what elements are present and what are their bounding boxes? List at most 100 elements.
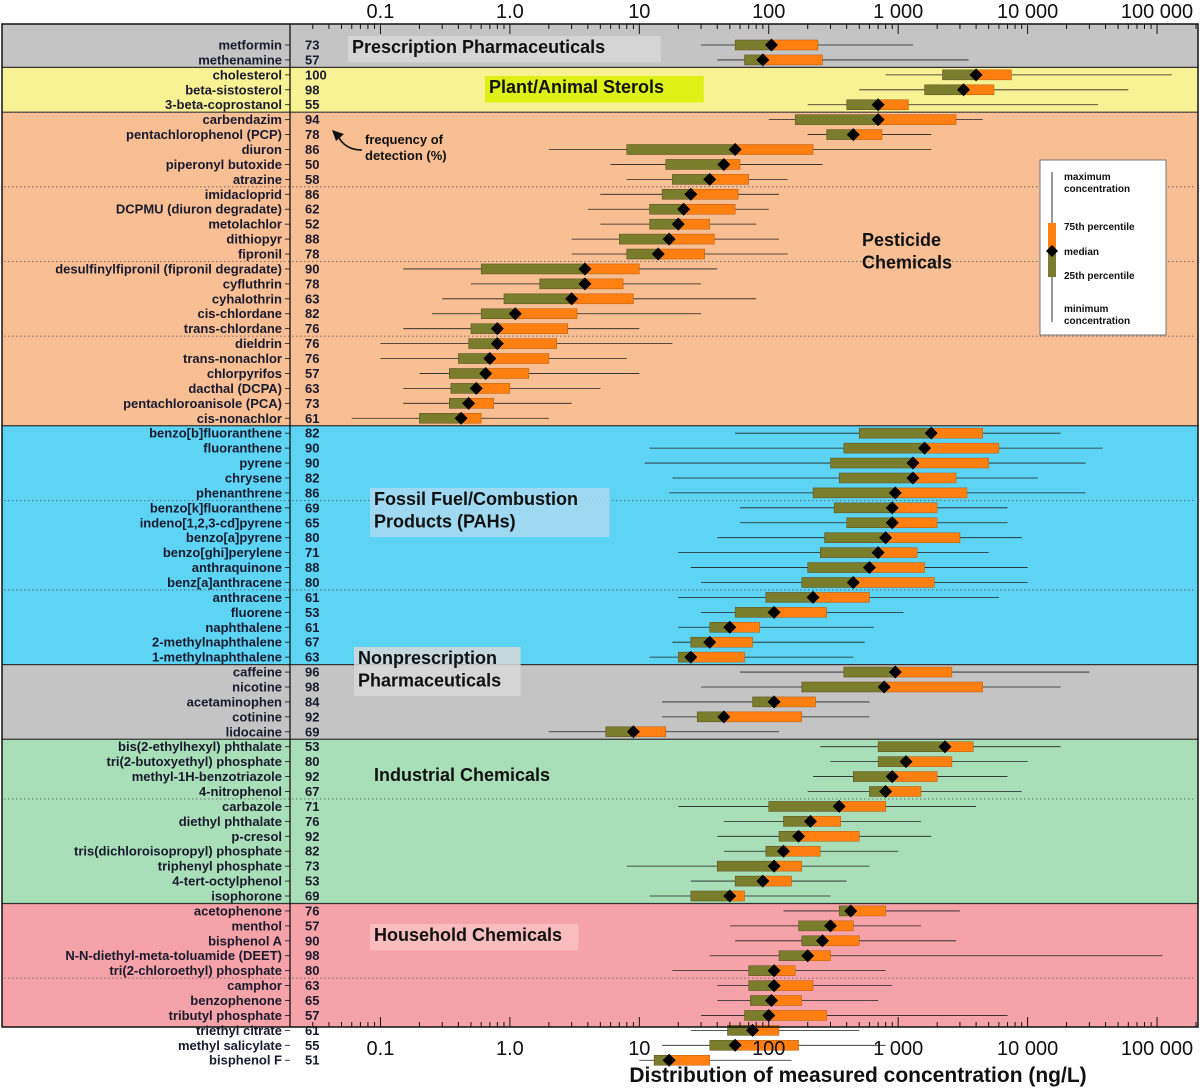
box-benz-a-anthracene bbox=[701, 575, 1028, 589]
x-tick-label-bottom: 0.1 bbox=[367, 1038, 395, 1060]
median-marker bbox=[879, 785, 893, 798]
frequency-label: 65 bbox=[305, 515, 319, 530]
frequency-label: 71 bbox=[305, 799, 319, 814]
row-label: tri(2-butoxyethyl) phosphate bbox=[106, 754, 282, 769]
frequency-label: 78 bbox=[305, 276, 319, 291]
box-upper bbox=[723, 711, 803, 723]
median-marker bbox=[723, 620, 737, 634]
median-marker bbox=[469, 381, 483, 395]
frequency-label: 55 bbox=[305, 1038, 319, 1053]
box-upper bbox=[869, 562, 925, 573]
frequency-label: 94 bbox=[305, 112, 320, 127]
median-marker bbox=[626, 725, 640, 739]
row-label: methyl salicylate bbox=[178, 1038, 282, 1053]
x-tick-label-top: 100 000 bbox=[1121, 1, 1193, 23]
frequency-label: 62 bbox=[305, 202, 319, 217]
box-methyl-salicylate bbox=[662, 1038, 886, 1052]
median-marker bbox=[776, 844, 790, 858]
row-label: cyhalothrin bbox=[212, 291, 282, 306]
row-label: desulfinylfipronil (fipronil degradate) bbox=[55, 261, 282, 276]
box-upper bbox=[892, 517, 938, 529]
row-label: benzo[b]fluoranthene bbox=[149, 426, 282, 441]
row-label: cotinine bbox=[232, 709, 282, 724]
row-label: pyrene bbox=[239, 456, 282, 471]
median-marker bbox=[906, 456, 920, 470]
x-tick-label-top: 0.1 bbox=[367, 1, 395, 23]
median-marker bbox=[906, 471, 920, 485]
frequency-label: 53 bbox=[305, 874, 319, 889]
row-label: beta-sistosterol bbox=[185, 82, 282, 97]
x-tick-label-top: 100 bbox=[752, 1, 785, 23]
row-label: methyl-1H-benzotriazole bbox=[132, 769, 282, 784]
box-upper bbox=[489, 353, 550, 364]
frequency-label: 84 bbox=[305, 694, 320, 709]
box-trans-chlordane bbox=[403, 322, 640, 336]
median-marker bbox=[717, 157, 731, 171]
frequency-label: 69 bbox=[305, 724, 319, 739]
box-lower bbox=[820, 547, 879, 558]
box-cis-chlordane bbox=[431, 307, 702, 321]
box-lower bbox=[807, 562, 870, 573]
box-upper bbox=[657, 248, 705, 260]
box-chlorpyrifos bbox=[419, 366, 640, 380]
row-label: anthracene bbox=[213, 590, 282, 605]
median-marker bbox=[885, 516, 899, 530]
box-cyhalothrin bbox=[442, 292, 757, 306]
box-upper bbox=[773, 607, 827, 618]
median-marker bbox=[508, 307, 522, 321]
box-benzo-a-pyrene bbox=[717, 531, 1022, 545]
box-carbazole bbox=[678, 799, 977, 813]
box-lower bbox=[626, 144, 736, 155]
median-marker bbox=[764, 994, 778, 1008]
box-camphor bbox=[717, 979, 893, 993]
row-label: bisphenol F bbox=[209, 1053, 282, 1068]
box-lower bbox=[830, 457, 914, 469]
frequency-label: 90 bbox=[305, 441, 319, 456]
median-marker bbox=[862, 561, 876, 575]
row-label: caffeine bbox=[233, 665, 282, 680]
box-lower bbox=[794, 114, 879, 125]
median-marker bbox=[877, 680, 891, 694]
box-fipronil bbox=[571, 247, 788, 261]
box-isophorone bbox=[649, 889, 831, 903]
frequency-label: 88 bbox=[305, 560, 319, 575]
box-acetaminophen bbox=[662, 695, 870, 709]
legend: maximum concentration 75th percentile media… bbox=[1039, 159, 1167, 336]
median-marker bbox=[885, 770, 899, 784]
box-upper bbox=[853, 577, 935, 588]
median-marker bbox=[871, 546, 885, 560]
legend-min-label: minimum concentration bbox=[1064, 304, 1130, 327]
frequency-label: 90 bbox=[305, 456, 319, 471]
legend-q1-label: 25th percentile bbox=[1064, 271, 1135, 282]
box-lower bbox=[665, 159, 725, 170]
group-titles: Prescription Pharmaceuticals Plant/Animal… bbox=[348, 36, 952, 951]
frequency-label: 63 bbox=[305, 381, 319, 396]
row-label: piperonyl butoxide bbox=[166, 157, 282, 172]
box-metformin bbox=[701, 38, 913, 52]
median-marker bbox=[671, 217, 685, 231]
box-1-methylnaphthalene bbox=[649, 650, 854, 664]
row-label: metolachlor bbox=[208, 217, 282, 232]
frequency-label: 61 bbox=[305, 1023, 319, 1038]
median-marker bbox=[490, 322, 504, 336]
median-marker bbox=[762, 1008, 776, 1022]
box-p-cresol bbox=[717, 829, 932, 843]
annotation-arrow-curve bbox=[337, 135, 363, 151]
box-atrazine bbox=[626, 172, 788, 186]
box-lower bbox=[765, 592, 814, 603]
row-label: lidocaine bbox=[226, 724, 282, 739]
median-marker bbox=[578, 277, 592, 291]
box-upper bbox=[812, 592, 870, 603]
frequency-label: 80 bbox=[305, 754, 319, 769]
frequency-label: 65 bbox=[305, 993, 319, 1008]
frequency-label: 86 bbox=[305, 142, 319, 157]
x-tick-label-top: 1 000 bbox=[873, 1, 923, 23]
row-label: 2-methylnaphthalene bbox=[152, 635, 282, 650]
box-upper bbox=[838, 801, 886, 812]
row-label: tri(2-chloroethyl) phosphate bbox=[109, 963, 282, 978]
box-upper bbox=[668, 233, 715, 245]
row-label: tris(dichloroisopropyl) phosphate bbox=[74, 844, 282, 859]
box-lower bbox=[843, 666, 896, 678]
frequency-label: 52 bbox=[305, 217, 319, 232]
row-label: anthraquinone bbox=[192, 560, 282, 575]
